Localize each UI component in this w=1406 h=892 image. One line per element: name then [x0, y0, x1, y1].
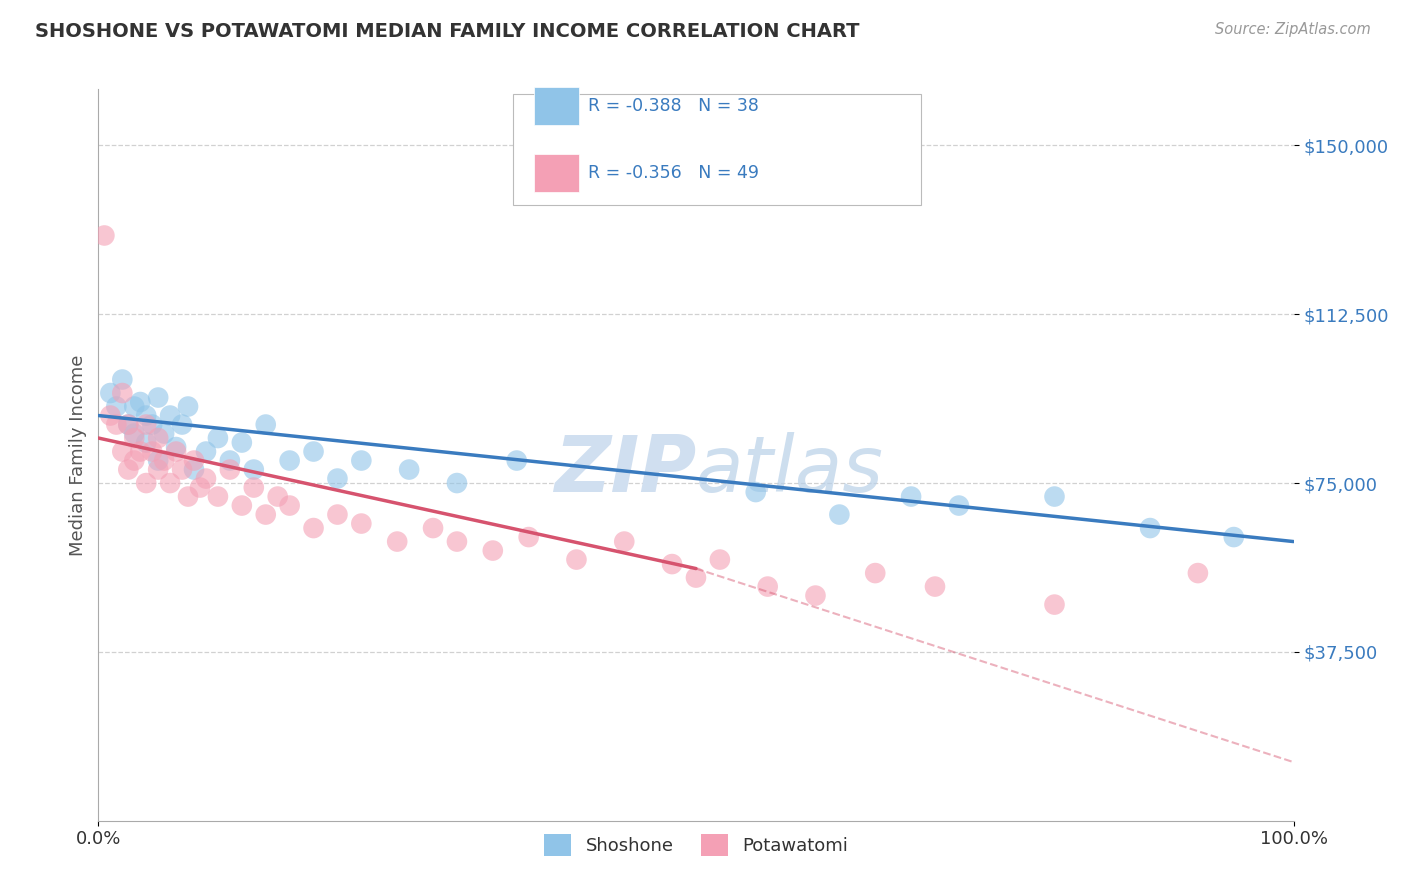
Point — [153, 426, 176, 441]
Point — [219, 462, 242, 476]
Point — [148, 453, 170, 467]
Point — [1043, 490, 1066, 504]
Point — [1139, 521, 1161, 535]
Point — [159, 409, 181, 423]
Point — [865, 566, 887, 580]
Text: ZIP: ZIP — [554, 432, 696, 508]
Point — [165, 440, 187, 454]
Point — [207, 490, 229, 504]
Point — [924, 580, 946, 594]
Point — [135, 435, 157, 450]
Point — [129, 444, 152, 458]
Point — [141, 444, 163, 458]
Point — [98, 386, 122, 401]
Point — [124, 453, 146, 467]
Point — [117, 462, 139, 476]
Point — [302, 521, 325, 535]
Text: SHOSHONE VS POTAWATOMI MEDIAN FAMILY INCOME CORRELATION CHART: SHOSHONE VS POTAWATOMI MEDIAN FAMILY INC… — [35, 22, 859, 41]
Point — [350, 453, 373, 467]
Point — [183, 462, 205, 476]
Point — [446, 534, 468, 549]
Point — [207, 431, 229, 445]
Point — [231, 499, 253, 513]
Point — [124, 431, 146, 445]
Point — [745, 485, 768, 500]
Point — [326, 471, 349, 485]
Point — [129, 395, 152, 409]
Point — [243, 462, 266, 476]
Point — [148, 462, 170, 476]
Point — [278, 499, 301, 513]
Point — [900, 490, 922, 504]
Point — [165, 444, 187, 458]
Point — [756, 580, 779, 594]
Point — [709, 552, 731, 566]
Text: R = -0.388   N = 38: R = -0.388 N = 38 — [588, 97, 759, 115]
Point — [517, 530, 540, 544]
Point — [117, 417, 139, 432]
Point — [111, 386, 134, 401]
Point — [153, 453, 176, 467]
Point — [350, 516, 373, 531]
Point — [1043, 598, 1066, 612]
Point — [326, 508, 349, 522]
Point — [267, 490, 290, 504]
Point — [159, 476, 181, 491]
Point — [506, 453, 529, 467]
Point — [135, 476, 157, 491]
Point — [105, 400, 128, 414]
Point — [172, 417, 194, 432]
Text: R = -0.356   N = 49: R = -0.356 N = 49 — [588, 164, 759, 182]
Point — [124, 426, 146, 441]
Point — [422, 521, 444, 535]
Point — [195, 471, 218, 485]
Point — [385, 534, 409, 549]
Point — [254, 417, 277, 432]
Text: Source: ZipAtlas.com: Source: ZipAtlas.com — [1215, 22, 1371, 37]
Point — [278, 453, 301, 467]
Point — [613, 534, 636, 549]
Point — [93, 228, 115, 243]
Point — [105, 417, 128, 432]
Point — [804, 589, 827, 603]
Point — [177, 400, 200, 414]
Point — [481, 543, 505, 558]
Point — [188, 481, 211, 495]
Point — [219, 453, 242, 467]
Point — [135, 417, 157, 432]
Point — [243, 481, 266, 495]
Point — [98, 409, 122, 423]
Point — [177, 490, 200, 504]
Point — [141, 417, 163, 432]
Point — [148, 431, 170, 445]
Point — [111, 372, 134, 386]
Point — [254, 508, 277, 522]
Point — [398, 462, 420, 476]
Point — [1223, 530, 1246, 544]
Legend: Shoshone, Potawatomi: Shoshone, Potawatomi — [537, 826, 855, 863]
Point — [685, 571, 707, 585]
Point — [195, 444, 218, 458]
Point — [565, 552, 588, 566]
Point — [661, 557, 683, 571]
Y-axis label: Median Family Income: Median Family Income — [69, 354, 87, 556]
Point — [148, 391, 170, 405]
Point — [117, 417, 139, 432]
Point — [446, 476, 468, 491]
Point — [231, 435, 253, 450]
Point — [183, 453, 205, 467]
Point — [124, 400, 146, 414]
Point — [302, 444, 325, 458]
Text: atlas: atlas — [696, 432, 884, 508]
Point — [111, 444, 134, 458]
Point — [828, 508, 851, 522]
Point — [1187, 566, 1209, 580]
Point — [172, 462, 194, 476]
Point — [948, 499, 970, 513]
Point — [135, 409, 157, 423]
